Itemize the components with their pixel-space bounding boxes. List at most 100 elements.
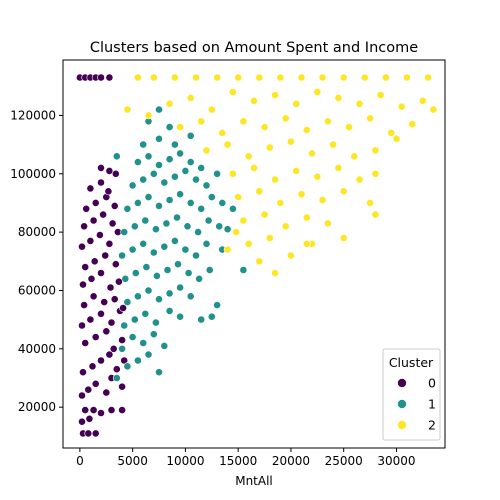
point-cluster-1 <box>181 166 190 175</box>
point-cluster-2 <box>186 94 195 102</box>
point-cluster-0 <box>91 379 100 388</box>
point-cluster-2 <box>424 73 432 82</box>
point-cluster-0 <box>97 163 105 172</box>
point-cluster-0 <box>97 309 105 318</box>
point-cluster-0 <box>118 382 126 391</box>
point-cluster-1 <box>186 131 195 140</box>
point-cluster-2 <box>302 239 311 248</box>
point-cluster-1 <box>130 315 139 324</box>
point-cluster-1 <box>139 339 148 347</box>
point-cluster-2 <box>403 73 411 82</box>
point-cluster-1 <box>186 292 195 301</box>
point-cluster-1 <box>112 152 121 161</box>
x-ticks: 0 5000 10000 15000 20000 25000 30000 <box>76 448 416 468</box>
point-cluster-0 <box>81 339 90 347</box>
point-cluster-1 <box>128 245 137 254</box>
point-cluster-0 <box>107 318 116 327</box>
point-cluster-2 <box>292 166 301 175</box>
point-cluster-1 <box>176 190 184 199</box>
point-cluster-1 <box>160 341 169 350</box>
point-cluster-1 <box>207 312 216 321</box>
point-cluster-0 <box>97 73 105 82</box>
point-cluster-0 <box>82 204 91 213</box>
point-cluster-2 <box>355 99 364 108</box>
point-cluster-2 <box>218 128 227 137</box>
point-cluster-1 <box>118 344 126 353</box>
legend: Cluster 0 1 2 <box>382 348 441 441</box>
point-cluster-1 <box>131 269 140 277</box>
point-cluster-1 <box>174 260 182 269</box>
point-cluster-1 <box>160 178 169 187</box>
point-cluster-0 <box>78 242 86 251</box>
point-cluster-1 <box>197 204 206 213</box>
point-cluster-1 <box>170 172 179 181</box>
point-cluster-0 <box>80 301 88 309</box>
point-cluster-1 <box>205 266 214 274</box>
point-cluster-1 <box>155 161 163 169</box>
point-cluster-2 <box>371 146 380 155</box>
y-tick-label: 100000 <box>10 167 56 181</box>
point-cluster-2 <box>281 114 290 123</box>
legend-title: Cluster <box>389 355 434 370</box>
point-cluster-1 <box>170 140 179 149</box>
point-cluster-0 <box>99 210 107 219</box>
point-cluster-2 <box>250 96 258 105</box>
point-cluster-1 <box>151 225 160 234</box>
point-cluster-1 <box>184 269 193 277</box>
point-cluster-2 <box>302 213 311 222</box>
point-cluster-0 <box>110 295 119 304</box>
point-cluster-1 <box>183 222 192 231</box>
point-cluster-1 <box>176 149 184 158</box>
point-cluster-0 <box>119 304 127 312</box>
point-cluster-1 <box>142 263 151 271</box>
point-cluster-1 <box>176 283 184 292</box>
point-cluster-2 <box>292 99 301 108</box>
point-cluster-2 <box>355 175 364 184</box>
point-cluster-2 <box>250 163 258 172</box>
point-cluster-0 <box>78 417 86 426</box>
point-cluster-0 <box>91 429 100 438</box>
point-cluster-2 <box>297 190 306 199</box>
point-cluster-0 <box>79 368 87 377</box>
point-cluster-0 <box>112 365 121 374</box>
point-cluster-1 <box>160 242 169 251</box>
point-cluster-2 <box>228 169 237 178</box>
point-cluster-0 <box>86 315 95 324</box>
point-cluster-0 <box>111 169 120 178</box>
point-cluster-2 <box>339 234 348 242</box>
point-cluster-1 <box>139 140 148 149</box>
point-cluster-1 <box>149 248 158 257</box>
point-cluster-2 <box>350 152 359 161</box>
point-cluster-0 <box>96 231 104 239</box>
point-cluster-1 <box>173 213 181 222</box>
point-cluster-1 <box>155 134 163 143</box>
point-cluster-2 <box>271 175 279 184</box>
legend-label-2: 2 <box>428 418 436 433</box>
point-cluster-2 <box>397 102 406 111</box>
point-cluster-1 <box>207 193 216 201</box>
point-cluster-0 <box>86 184 95 193</box>
legend-label-0: 0 <box>428 376 436 391</box>
point-cluster-2 <box>197 117 206 126</box>
point-cluster-1 <box>128 333 137 341</box>
point-cluster-2 <box>345 123 353 131</box>
point-cluster-1 <box>155 105 163 114</box>
x-tick-label: 30000 <box>377 454 415 468</box>
point-cluster-2 <box>260 210 269 219</box>
point-cluster-0 <box>84 385 93 394</box>
point-cluster-2 <box>232 228 240 236</box>
point-cluster-2 <box>371 169 380 178</box>
point-cluster-1 <box>120 321 129 330</box>
point-cluster-1 <box>213 301 221 309</box>
y-ticks: 20000 40000 60000 80000 100000 120000 <box>10 108 63 414</box>
x-tick-label: 15000 <box>219 454 257 468</box>
y-tick-label: 80000 <box>18 225 56 239</box>
x-tick-label: 20000 <box>272 454 310 468</box>
point-cluster-2 <box>313 88 322 96</box>
point-cluster-1 <box>165 155 174 164</box>
point-cluster-0 <box>97 356 105 365</box>
point-cluster-0 <box>100 298 109 306</box>
point-cluster-1 <box>144 350 153 359</box>
legend-marker-0 <box>397 378 407 388</box>
